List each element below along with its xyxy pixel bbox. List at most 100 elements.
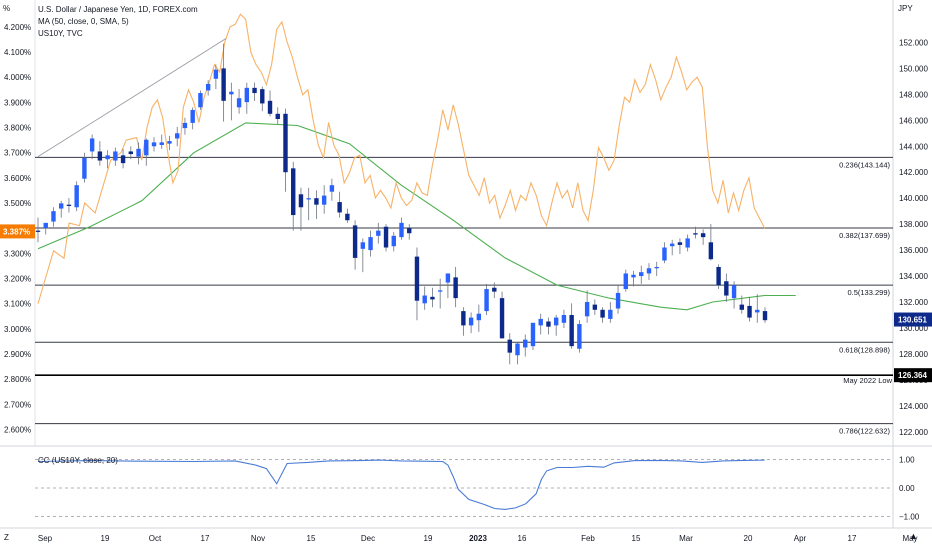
candle-body (82, 157, 87, 179)
candle (669, 239, 675, 256)
us10y-series (37, 13, 766, 304)
left-tick-label: 2.800% (4, 375, 31, 384)
candle-body (298, 194, 304, 208)
candle-body (646, 268, 652, 274)
candle (724, 273, 729, 303)
right-tick-label: 150.000 (899, 64, 928, 73)
candle-body (383, 226, 389, 248)
us10y-legend[interactable]: US10Y, TVC (38, 29, 83, 38)
candle (414, 247, 420, 321)
candle (708, 224, 714, 261)
may-low-label: May 2022 Low (843, 376, 892, 385)
candle-body (151, 142, 157, 147)
candle-body (275, 113, 280, 120)
candle (662, 242, 667, 264)
left-tick-label: 3.600% (4, 174, 31, 183)
cc-tick-label: 1.00 (899, 456, 915, 465)
candle-body (492, 287, 497, 292)
candle-body (198, 93, 203, 108)
candle-body (175, 133, 180, 139)
candle (445, 273, 451, 299)
candle (329, 178, 335, 201)
candle-body (213, 69, 219, 79)
candle (51, 207, 56, 227)
candle (731, 281, 737, 309)
left-tick-label: 4.200% (4, 23, 31, 32)
left-tick-label: 3.800% (4, 124, 31, 133)
candle (159, 134, 164, 149)
cc-legend[interactable]: CC (US10Y, close, 20) (38, 456, 118, 465)
right-tick-label: 122.000 (899, 428, 928, 437)
right-tick-label: 136.000 (899, 246, 928, 255)
candle-body (592, 304, 598, 310)
fib-level-label: 0.5(133.299) (847, 288, 890, 297)
right-tick-label: 142.000 (899, 168, 928, 177)
us10y-last-label: 3.387% (3, 227, 30, 236)
candle (337, 191, 342, 218)
time-tick-label: 20 (744, 534, 753, 543)
time-tick-label: 15 (632, 534, 641, 543)
time-tick-label: 17 (848, 534, 857, 543)
candle-body (159, 142, 164, 145)
left-tick-label: 2.900% (4, 350, 31, 359)
candle (283, 108, 288, 192)
us10y-line (37, 13, 766, 304)
candle (437, 278, 443, 309)
time-tick-label: Sep (38, 534, 53, 543)
candle (360, 238, 366, 273)
ma-legend[interactable]: MA (50, close, 0, SMA, 5) (38, 17, 129, 26)
candle-body (314, 198, 319, 205)
candle (221, 43, 226, 122)
candle (693, 226, 698, 239)
candle (198, 90, 203, 110)
fib-level-label: 0.618(128.898) (839, 345, 890, 354)
left-tick-label: 3.000% (4, 325, 31, 334)
candle (468, 312, 474, 334)
candle (484, 283, 489, 315)
candle-body (662, 247, 667, 261)
candle-body (584, 302, 590, 317)
candle-body (461, 311, 466, 326)
candle-body (523, 339, 528, 348)
candle (476, 304, 482, 332)
candle (252, 82, 257, 101)
candle (314, 190, 319, 219)
fib-level-label: 0.786(122.632) (839, 427, 890, 436)
cc-tick-label: 0.00 (899, 484, 915, 493)
candle-body (66, 204, 72, 206)
candle (430, 287, 435, 308)
us10y-last-tag (0, 224, 35, 239)
candle-body (182, 122, 188, 129)
candle (128, 146, 134, 160)
candle (97, 141, 103, 166)
candle-body (499, 298, 505, 339)
right-tick-label: 146.000 (899, 116, 928, 125)
ma50-line (37, 122, 796, 311)
candle-body (669, 243, 675, 247)
right-tick-label: 148.000 (899, 90, 928, 99)
candle-body (105, 155, 110, 160)
candle (35, 217, 41, 243)
fibonacci-levels: 0.236(143.144) 0.382(137.699) 0.5(133.299)… (35, 156, 893, 436)
candle (213, 64, 219, 90)
right-tick-label: 132.000 (899, 298, 928, 307)
candle (89, 134, 95, 160)
right-tick-label: 140.000 (899, 194, 928, 203)
candle (352, 220, 358, 270)
candle (546, 317, 551, 335)
candle-body (89, 138, 95, 152)
grid-layer (0, 0, 932, 529)
candle-body (515, 343, 520, 356)
time-tick-label: Mar (679, 534, 693, 543)
time-tick-label: 16 (518, 534, 527, 543)
timezone-z-icon[interactable]: Z (4, 533, 9, 542)
candle (507, 333, 512, 365)
candle-body (229, 91, 234, 95)
left-tick-label: 3.300% (4, 249, 31, 258)
candle-body (35, 230, 41, 232)
candle-body (267, 100, 273, 114)
candle (515, 342, 520, 365)
candle-body (205, 83, 211, 91)
candle (755, 294, 760, 323)
